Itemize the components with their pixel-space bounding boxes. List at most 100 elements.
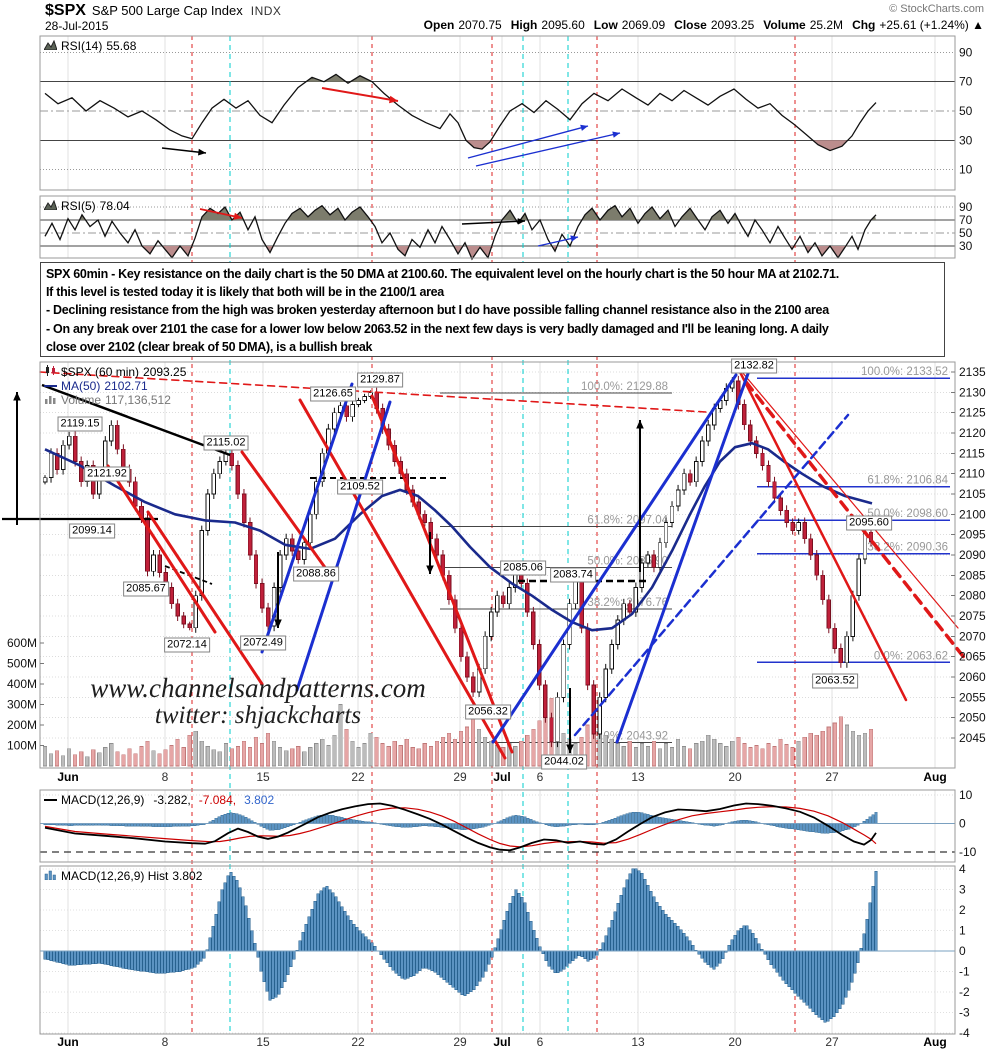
annotation-line: If this level is tested today it is like…	[46, 285, 444, 300]
rsi5-legend: RSI(5) 78.04	[43, 198, 130, 213]
price-callout: 2072.14	[164, 637, 210, 653]
axis-tick-label: Aug	[923, 770, 946, 784]
axis-tick-label: 70	[959, 75, 973, 89]
annotation-line: SPX 60min - Key resistance on the daily …	[46, 267, 839, 281]
price-callout: 2099.14	[69, 523, 115, 539]
volume-label: Volume	[61, 392, 102, 407]
chart-header: $SPX S&P 500 Large Cap Index INDX 28-Jul-2…	[0, 0, 990, 34]
axis-tick-label: 15	[256, 770, 270, 784]
axis-tick-label: 2110	[959, 467, 985, 481]
quote-value-low: 2069.09	[621, 18, 666, 32]
price-callout: 2085.06	[500, 560, 546, 576]
volume-value: 117,136,512	[105, 392, 171, 407]
macd-hist-panel	[40, 868, 955, 1023]
main-last-price: 2093.25	[143, 364, 187, 379]
price-callout: 2056.32	[465, 704, 511, 720]
axis-tick-label: 20	[728, 770, 742, 784]
axis-tick-label: 0	[959, 817, 966, 831]
price-callout: 2083.74	[550, 567, 596, 583]
candlestick-icon	[44, 364, 57, 379]
axis-tick-label: 50	[959, 104, 973, 118]
axis-tick-label: 6	[537, 1035, 544, 1049]
axis-tick-label: -3	[959, 1006, 970, 1020]
quote-label-chg: Chg	[852, 18, 876, 32]
axis-tick-label: 2070	[959, 629, 986, 643]
axis-tick-label: 10	[959, 163, 973, 177]
axis-tick-label: 2135	[959, 365, 986, 379]
indicator-area-icon	[43, 199, 58, 213]
macd-signal-value: -7.084,	[198, 792, 237, 807]
ma-line-icon	[44, 379, 57, 393]
rsi5-panel	[44, 204, 877, 261]
main-title: $SPX (60 min)	[61, 364, 140, 379]
axis-tick-label: 2075	[959, 609, 986, 623]
axis-tick-label: -2	[959, 985, 970, 999]
axis-tick-label: 2105	[959, 487, 986, 501]
axis-tick-label: Jul	[493, 770, 510, 784]
grid-layer	[40, 36, 955, 1034]
axis-tick-label: 30	[959, 239, 973, 253]
axis-tick-label: 200M	[7, 718, 37, 732]
axis-labels: 2135213021252120211521102105210020952090…	[7, 45, 986, 1049]
panel-borders	[39, 35, 956, 1035]
axis-tick-label: Jun	[57, 1035, 78, 1049]
macd-line-icon	[44, 793, 57, 807]
price-callout: 2072.49	[240, 635, 286, 651]
axis-tick-label: 13	[631, 1035, 645, 1049]
axis-tick-label: -4	[959, 1026, 970, 1040]
symbol-row: $SPX S&P 500 Large Cap Index INDX	[45, 2, 281, 20]
fib-label: 0.0%: 2063.62	[874, 650, 948, 662]
rsi14-value: 55.68	[106, 38, 137, 53]
symbol: $SPX	[45, 2, 86, 19]
histogram-bars-icon	[44, 869, 57, 883]
axis-tick-label: 2120	[959, 426, 986, 440]
axis-tick-label: Aug	[923, 1035, 946, 1049]
fib-label: 100.0%: 2133.52	[861, 366, 948, 378]
exchange: INDX	[250, 4, 282, 18]
annotation-line: - On any break over 2101 the case for a …	[46, 321, 829, 336]
price-callout: 2121.92	[84, 466, 130, 482]
axis-tick-label: 2100	[959, 507, 986, 521]
axis-tick-label: 0	[959, 944, 966, 958]
rsi14-panel	[44, 73, 877, 167]
quote-value-high: 2095.60	[541, 18, 585, 32]
axis-tick-label: 2095	[959, 528, 986, 542]
quote-row: Open 2070.75 High 2095.60 Low 2069.09 Close 209…	[415, 18, 984, 32]
watermark-site: www.channelsandpatterns.com	[90, 673, 426, 703]
quote-value-open: 2070.75	[458, 18, 502, 32]
axis-tick-label: 4	[959, 862, 966, 876]
axis-tick-label: 20	[728, 1035, 742, 1049]
axis-tick-label: 600M	[7, 636, 37, 650]
axis-tick-label: 8	[162, 770, 169, 784]
axis-tick-label: 27	[825, 770, 839, 784]
axis-tick-label: 15	[256, 1035, 270, 1049]
annotation-line: close over 2102 (clear break of 50 DMA),…	[46, 339, 373, 354]
axis-tick-label: -10	[959, 845, 977, 859]
quote-value-chg: +25.61 (+1.24%) ▲	[879, 18, 984, 32]
axis-tick-label: -1	[959, 965, 970, 979]
axis-tick-label: 2065	[959, 650, 986, 664]
rsi14-label: RSI(14)	[61, 38, 103, 53]
macd-legend: MACD(12,26,9) -3.282, -7.084, 3.802	[44, 793, 274, 807]
axis-tick-label: 10	[959, 788, 973, 802]
chart-date: 28-Jul-2015	[45, 19, 109, 33]
guide-lines	[191, 36, 796, 1034]
fib-label: 61.8%: 2097.04	[587, 514, 668, 526]
axis-tick-label: 100M	[7, 739, 37, 753]
price-callout: 2063.52	[812, 673, 858, 689]
copyright: © StockCharts.com	[889, 3, 984, 15]
macd-hist-value: 3.802	[244, 792, 275, 807]
ma50-value: 2102.71	[104, 378, 148, 393]
indicator-area-icon	[43, 39, 58, 53]
price-callout: 2095.60	[846, 515, 892, 531]
axis-tick-label: 2050	[959, 711, 986, 725]
rsi5-label: RSI(5)	[61, 198, 96, 213]
axis-tick-label: 2085	[959, 568, 986, 582]
axis-tick-label: Jun	[57, 770, 78, 784]
axis-tick-label: 2045	[959, 731, 986, 745]
volume-bars-icon	[44, 393, 57, 407]
quote-label-open: Open	[423, 18, 455, 32]
quote-label-low: Low	[593, 18, 618, 32]
quote-value-volume: 25.2M	[809, 18, 844, 32]
quote-value-close: 2093.25	[710, 18, 755, 32]
